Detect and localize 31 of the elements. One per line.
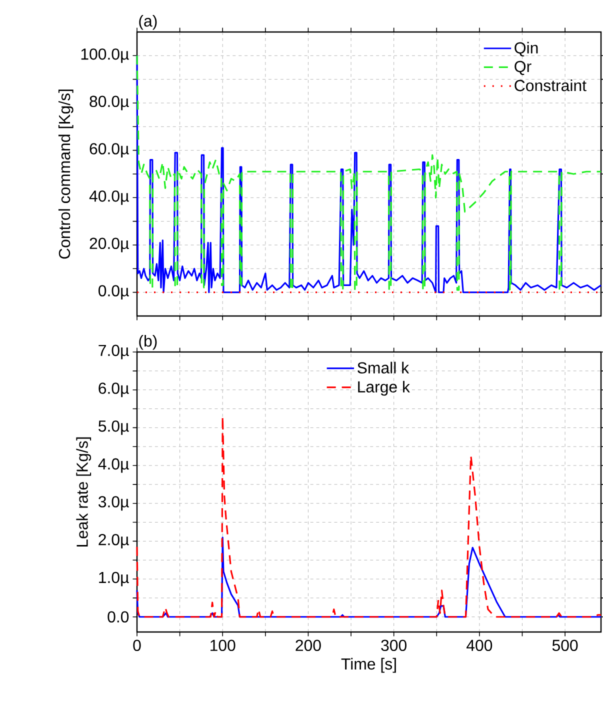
y-tick-label: 0.0µ [98,285,129,300]
y-tick-label: 2.0µ [98,534,129,548]
x-tick-label: 500 [552,640,578,652]
y-tick-label: 60.0µ [90,143,129,158]
x-tick-label: 400 [466,640,492,652]
y-tick-label: 5.0µ [98,420,129,435]
text: (a) [139,14,157,30]
text: (b) [139,334,157,350]
x-axis-title: Time [s] [341,658,396,673]
y-tick-label: 100.0µ [81,48,129,63]
y-tick-label: 7.0µ [98,344,129,360]
y-tick-label: 6.0µ [98,382,129,398]
y-tick-label: 0.0 [108,611,129,623]
y-tick-label: 3.0µ [98,496,129,511]
y-tick-label: 1.0µ [99,572,129,586]
legend-label: Constraint [514,80,586,92]
legend-label: Large k [358,380,410,396]
x-tick-label: 200 [296,640,321,652]
x-tick-label: 300 [381,640,406,652]
x-tick-label: 0 [133,640,141,652]
line-series [136,416,602,618]
legend-label: Qin [514,42,538,56]
y-tick-label: 4.0µ [98,458,129,473]
y-tick-label: 40.0µ [89,190,129,205]
legend-label: Qr [514,60,532,76]
y-axis-title: Leak rate [Kg/s] [76,437,92,547]
y-tick-label: 20.0µ [90,238,129,252]
y-axis-title: Control command [Kg/s] [58,90,74,259]
legend-label: Small k [358,362,410,374]
y-tick-label: 80.0µ [90,96,129,110]
x-tick-label: 100 [210,640,236,652]
